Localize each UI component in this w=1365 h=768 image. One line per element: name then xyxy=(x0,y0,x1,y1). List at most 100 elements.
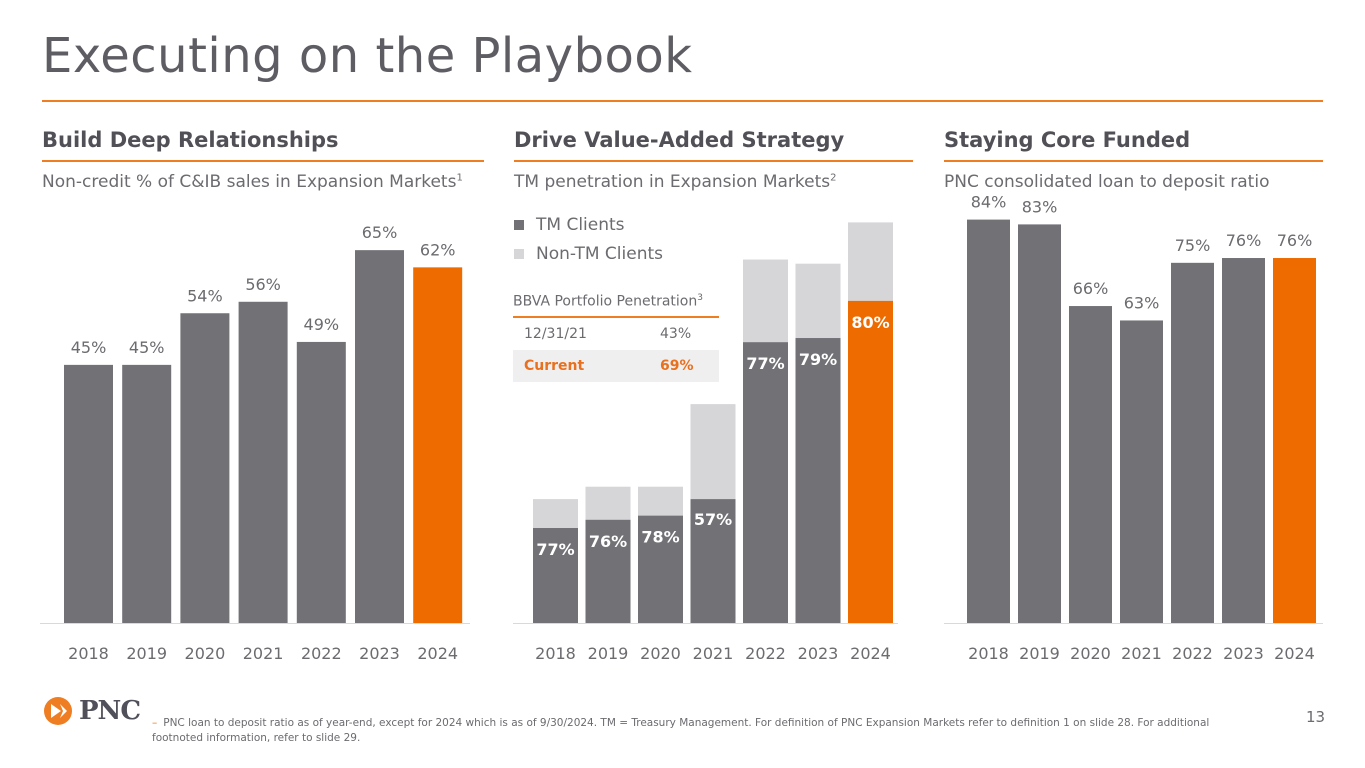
data-label: 56% xyxy=(245,275,281,294)
x-tick-label: 2020 xyxy=(185,644,226,663)
title-divider xyxy=(42,100,1323,102)
pnc-logo: PNC xyxy=(43,696,141,726)
data-label: 76% xyxy=(1277,231,1313,250)
x-tick-label: 2023 xyxy=(359,644,400,663)
legend-item-non-tm: Non-TM Clients xyxy=(514,239,663,268)
bar xyxy=(1069,306,1112,623)
table-row: 12/31/21 43% xyxy=(524,325,692,342)
x-tick-label: 2023 xyxy=(798,644,839,663)
x-tick-label: 2019 xyxy=(126,644,167,663)
bar-tm xyxy=(533,528,578,623)
data-label: 78% xyxy=(641,528,679,547)
legend-item-tm: TM Clients xyxy=(514,210,663,239)
panel-divider xyxy=(944,160,1323,162)
bar xyxy=(1171,262,1214,623)
bar-non-tm xyxy=(585,486,631,520)
x-tick-label: 2022 xyxy=(301,644,342,663)
bar-tm xyxy=(585,519,631,623)
bar-non-tm xyxy=(795,263,841,339)
bar xyxy=(1018,224,1061,623)
bar-highlight xyxy=(1273,258,1316,623)
x-tick-label: 2022 xyxy=(1172,644,1213,663)
x-tick-label: 2018 xyxy=(535,644,576,663)
legend-swatch-non-tm xyxy=(514,248,524,259)
data-label: 66% xyxy=(1073,279,1109,298)
data-label: 54% xyxy=(187,286,223,305)
data-label: 45% xyxy=(129,338,165,357)
x-tick-label: 2022 xyxy=(745,644,786,663)
bar-tm xyxy=(795,338,841,623)
data-label: 79% xyxy=(799,350,837,369)
panel-subtitle: PNC consolidated loan to deposit ratio xyxy=(944,172,1270,192)
x-tick-label: 2019 xyxy=(588,644,629,663)
panel-heading: Drive Value-Added Strategy xyxy=(514,128,845,152)
bar xyxy=(1222,258,1265,623)
bar-tm xyxy=(638,515,683,623)
x-tick-label: 2018 xyxy=(968,644,1009,663)
data-label: 65% xyxy=(362,223,398,242)
x-tick-label: 2021 xyxy=(693,644,734,663)
data-label: 49% xyxy=(304,315,340,334)
panel-subtitle: Non-credit % of C&IB sales in Expansion … xyxy=(42,172,463,192)
data-label: 63% xyxy=(1124,293,1160,312)
data-label: 84% xyxy=(971,193,1007,212)
bar xyxy=(967,219,1010,623)
bar-non-tm xyxy=(743,259,788,343)
bar xyxy=(238,301,288,623)
panel-heading: Staying Core Funded xyxy=(944,128,1191,152)
data-label: 83% xyxy=(1022,197,1058,216)
bbva-penetration-table: BBVA Portfolio Penetration3 12/31/21 43%… xyxy=(513,293,719,382)
panel-divider xyxy=(514,160,913,162)
panel-divider xyxy=(42,160,484,162)
legend-swatch-tm xyxy=(514,219,524,230)
x-tick-label: 2024 xyxy=(1274,644,1315,663)
x-tick-label: 2021 xyxy=(1121,644,1162,663)
panel-heading: Build Deep Relationships xyxy=(42,128,339,152)
x-tick-label: 2024 xyxy=(417,644,458,663)
data-label: 77% xyxy=(746,354,784,373)
page-title: Executing on the Playbook xyxy=(42,28,693,84)
data-label: 45% xyxy=(71,338,107,357)
bar xyxy=(122,364,172,623)
bbva-table-title: BBVA Portfolio Penetration3 xyxy=(513,293,719,318)
x-tick-label: 2019 xyxy=(1019,644,1060,663)
data-label: 62% xyxy=(420,240,456,259)
bar xyxy=(180,313,230,623)
bar xyxy=(64,364,113,623)
data-label: 80% xyxy=(851,313,889,332)
x-tick-label: 2021 xyxy=(243,644,284,663)
footnote: – PNC loan to deposit ratio as of year-en… xyxy=(152,717,1210,744)
data-label: 76% xyxy=(1226,231,1262,250)
pnc-logo-text: PNC xyxy=(79,696,141,726)
x-tick-label: 2020 xyxy=(640,644,681,663)
x-tick-label: 2024 xyxy=(850,644,891,663)
bar xyxy=(1120,320,1163,623)
chart-legend: TM Clients Non-TM Clients xyxy=(514,210,663,268)
x-tick-label: 2023 xyxy=(1223,644,1264,663)
panel-value-added: Drive Value-Added Strategy TM penetratio… xyxy=(514,128,913,192)
x-tick-label: 2018 xyxy=(68,644,109,663)
x-tick-label: 2020 xyxy=(1070,644,1111,663)
bar-tm xyxy=(743,342,788,623)
bar-highlight xyxy=(413,267,463,623)
data-label: 57% xyxy=(694,510,732,529)
bar-non-tm xyxy=(848,222,893,301)
pnc-logo-icon xyxy=(44,697,72,725)
panel-subtitle: TM penetration in Expansion Markets2 xyxy=(514,172,837,192)
bar xyxy=(296,341,346,623)
bar-non-tm xyxy=(690,404,736,500)
bar-tm xyxy=(690,499,736,623)
data-label: 77% xyxy=(536,540,574,559)
bar-tm-highlight xyxy=(848,300,893,623)
panel-core-funded: Staying Core Funded PNC consolidated loa… xyxy=(944,128,1323,192)
page-number: 13 xyxy=(1306,708,1326,726)
data-label: 75% xyxy=(1175,236,1211,255)
bar-non-tm xyxy=(638,486,683,516)
panel-relationships: Build Deep Relationships Non-credit % of… xyxy=(42,128,484,192)
bar xyxy=(355,250,404,623)
data-label: 76% xyxy=(589,532,627,551)
bar-non-tm xyxy=(533,499,578,529)
